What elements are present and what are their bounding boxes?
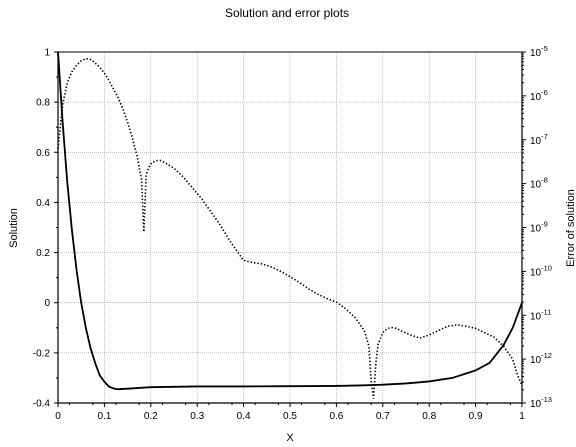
grid-layer [58,52,522,403]
y2-tick-base: 10 [530,92,542,103]
error-series-line [57,57,523,399]
y2-tick-label: 10-13 [530,395,552,410]
y2-tick-exponent: -13 [541,395,552,404]
y-tick-label: 1 [44,48,50,59]
y2-tick-base: 10 [530,399,542,410]
y2-tick-label: 10-9 [530,220,548,235]
y2-tick-base: 10 [530,267,542,278]
series-layer [57,51,523,399]
y2-tick-label: 10-11 [530,307,551,322]
y-tick-label: 0.4 [36,198,50,209]
y-tick-label: 0.2 [36,248,50,259]
y2-tick-label: 10-6 [530,88,548,103]
y2-tick-base: 10 [530,224,542,235]
x-tick-label: 0.8 [422,411,436,422]
y2-tick-exponent: -11 [541,307,551,316]
y2-tick-label: 10-8 [530,176,548,191]
y-tick-label: -0.2 [33,348,51,359]
y2-tick-base: 10 [530,136,542,147]
x-tick-label: 1 [519,411,525,422]
x-tick-label: 0.2 [144,411,158,422]
y2-tick-exponent: -8 [541,176,548,185]
x-tick-label: 0.1 [97,411,111,422]
y2-tick-label: 10-5 [530,44,548,59]
chart-title: Solution and error plots [225,6,349,20]
x-tick-label: 0.5 [283,411,297,422]
x-axis-title: X [286,432,294,444]
y2-axis-title: Error of solution [565,189,576,267]
y2-tick-base: 10 [530,48,542,59]
y2-tick-exponent: -10 [541,263,552,272]
x-tick-label: 0 [55,411,61,422]
y-axis-title: Solution [8,208,20,248]
x-tick-label: 0.3 [190,411,204,422]
y2-tick-label: 10-12 [530,351,552,366]
x-tick-label: 0.7 [376,411,390,422]
y2-tick-exponent: -12 [541,351,552,360]
y2-tick-label: 10-7 [530,132,548,147]
axes-layer: 0 0.1 0.2 0.3 0.4 0.5 0.6 0.7 0.8 0.9 1 -0.4 -0.2 0 0.… [33,44,552,422]
y-tick-label: -0.4 [33,399,51,410]
y2-tick-base: 10 [530,355,542,366]
x-tick-label: 0.4 [237,411,251,422]
y2-tick-base: 10 [530,180,542,191]
y2-tick-exponent: -9 [541,220,548,229]
x-tick-label: 0.6 [329,411,343,422]
y2-tick-exponent: -6 [541,88,548,97]
y2-tick-base: 10 [530,311,542,322]
x-tick-label: 0.9 [469,411,483,422]
y-tick-label: 0.8 [36,98,50,109]
y-tick-label: 0.6 [36,148,50,159]
y-tick-label: 0 [44,298,50,309]
y2-tick-exponent: -5 [541,44,548,53]
y2-tick-exponent: -7 [541,132,548,141]
y2-tick-label: 10-10 [530,263,552,278]
solution-series-line [57,51,523,391]
